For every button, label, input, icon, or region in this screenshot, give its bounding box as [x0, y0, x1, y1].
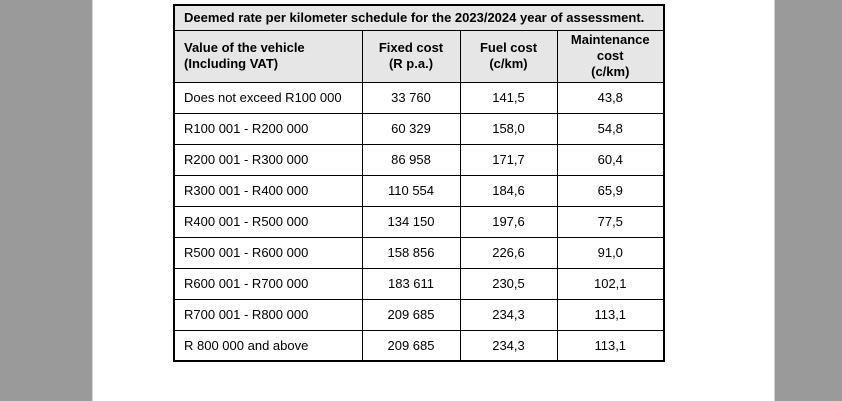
document-page: Deemed rate per kilometer schedule for t… — [92, 0, 775, 401]
cell-maintenance-cost: 60,4 — [556, 143, 665, 176]
deemed-rates-table: Deemed rate per kilometer schedule for t… — [173, 4, 666, 362]
table-title: Deemed rate per kilometer schedule for t… — [173, 4, 665, 31]
cell-vehicle-value: R400 001 - R500 000 — [173, 205, 363, 238]
cell-vehicle-value: Does not exceed R100 000 — [173, 81, 363, 114]
cell-fuel-cost: 234,3 — [459, 329, 558, 362]
cell-maintenance-cost: 65,9 — [556, 174, 665, 207]
cell-fuel-cost: 158,0 — [459, 112, 558, 145]
col-header-vehicle-value: Value of the vehicle (Including VAT) — [173, 29, 363, 83]
table-row: R200 001 - R300 000 86 958 171,7 60,4 — [173, 143, 665, 176]
table-header-row: Value of the vehicle (Including VAT) Fix… — [173, 29, 665, 83]
cell-fuel-cost: 171,7 — [459, 143, 558, 176]
table-title-row: Deemed rate per kilometer schedule for t… — [173, 4, 665, 31]
cell-fuel-cost: 230,5 — [459, 267, 558, 300]
cell-maintenance-cost: 113,1 — [556, 298, 665, 331]
cell-vehicle-value: R600 001 - R700 000 — [173, 267, 363, 300]
table-row: R 800 000 and above 209 685 234,3 113,1 — [173, 329, 665, 362]
cell-fixed-cost: 209 685 — [361, 329, 461, 362]
cell-maintenance-cost: 91,0 — [556, 236, 665, 269]
cell-vehicle-value: R200 001 - R300 000 — [173, 143, 363, 176]
cell-fuel-cost: 141,5 — [459, 81, 558, 114]
table-row: R100 001 - R200 000 60 329 158,0 54,8 — [173, 112, 665, 145]
cell-maintenance-cost: 43,8 — [556, 81, 665, 114]
cell-fixed-cost: 33 760 — [361, 81, 461, 114]
col-header-maintenance-cost: Maintenance cost (c/km) — [556, 29, 665, 83]
cell-fixed-cost: 183 611 — [361, 267, 461, 300]
table-row: R600 001 - R700 000 183 611 230,5 102,1 — [173, 267, 665, 300]
table-row: Does not exceed R100 000 33 760 141,5 43… — [173, 81, 665, 114]
cell-maintenance-cost: 113,1 — [556, 329, 665, 362]
cell-fixed-cost: 86 958 — [361, 143, 461, 176]
cell-vehicle-value: R700 001 - R800 000 — [173, 298, 363, 331]
cell-fuel-cost: 234,3 — [459, 298, 558, 331]
cell-fixed-cost: 60 329 — [361, 112, 461, 145]
rates-table-container: Deemed rate per kilometer schedule for t… — [173, 4, 666, 362]
col-header-fixed-cost: Fixed cost (R p.a.) — [361, 29, 461, 83]
cell-vehicle-value: R100 001 - R200 000 — [173, 112, 363, 145]
cell-vehicle-value: R 800 000 and above — [173, 329, 363, 362]
cell-vehicle-value: R500 001 - R600 000 — [173, 236, 363, 269]
cell-maintenance-cost: 77,5 — [556, 205, 665, 238]
table-row: R500 001 - R600 000 158 856 226,6 91,0 — [173, 236, 665, 269]
cell-fixed-cost: 158 856 — [361, 236, 461, 269]
cell-fixed-cost: 110 554 — [361, 174, 461, 207]
cell-fuel-cost: 184,6 — [459, 174, 558, 207]
cell-fuel-cost: 197,6 — [459, 205, 558, 238]
cell-fixed-cost: 134 150 — [361, 205, 461, 238]
table-row: R400 001 - R500 000 134 150 197,6 77,5 — [173, 205, 665, 238]
cell-maintenance-cost: 54,8 — [556, 112, 665, 145]
cell-maintenance-cost: 102,1 — [556, 267, 665, 300]
cell-fuel-cost: 226,6 — [459, 236, 558, 269]
table-row: R700 001 - R800 000 209 685 234,3 113,1 — [173, 298, 665, 331]
cell-fixed-cost: 209 685 — [361, 298, 461, 331]
col-header-fuel-cost: Fuel cost (c/km) — [459, 29, 558, 83]
table-row: R300 001 - R400 000 110 554 184,6 65,9 — [173, 174, 665, 207]
cell-vehicle-value: R300 001 - R400 000 — [173, 174, 363, 207]
